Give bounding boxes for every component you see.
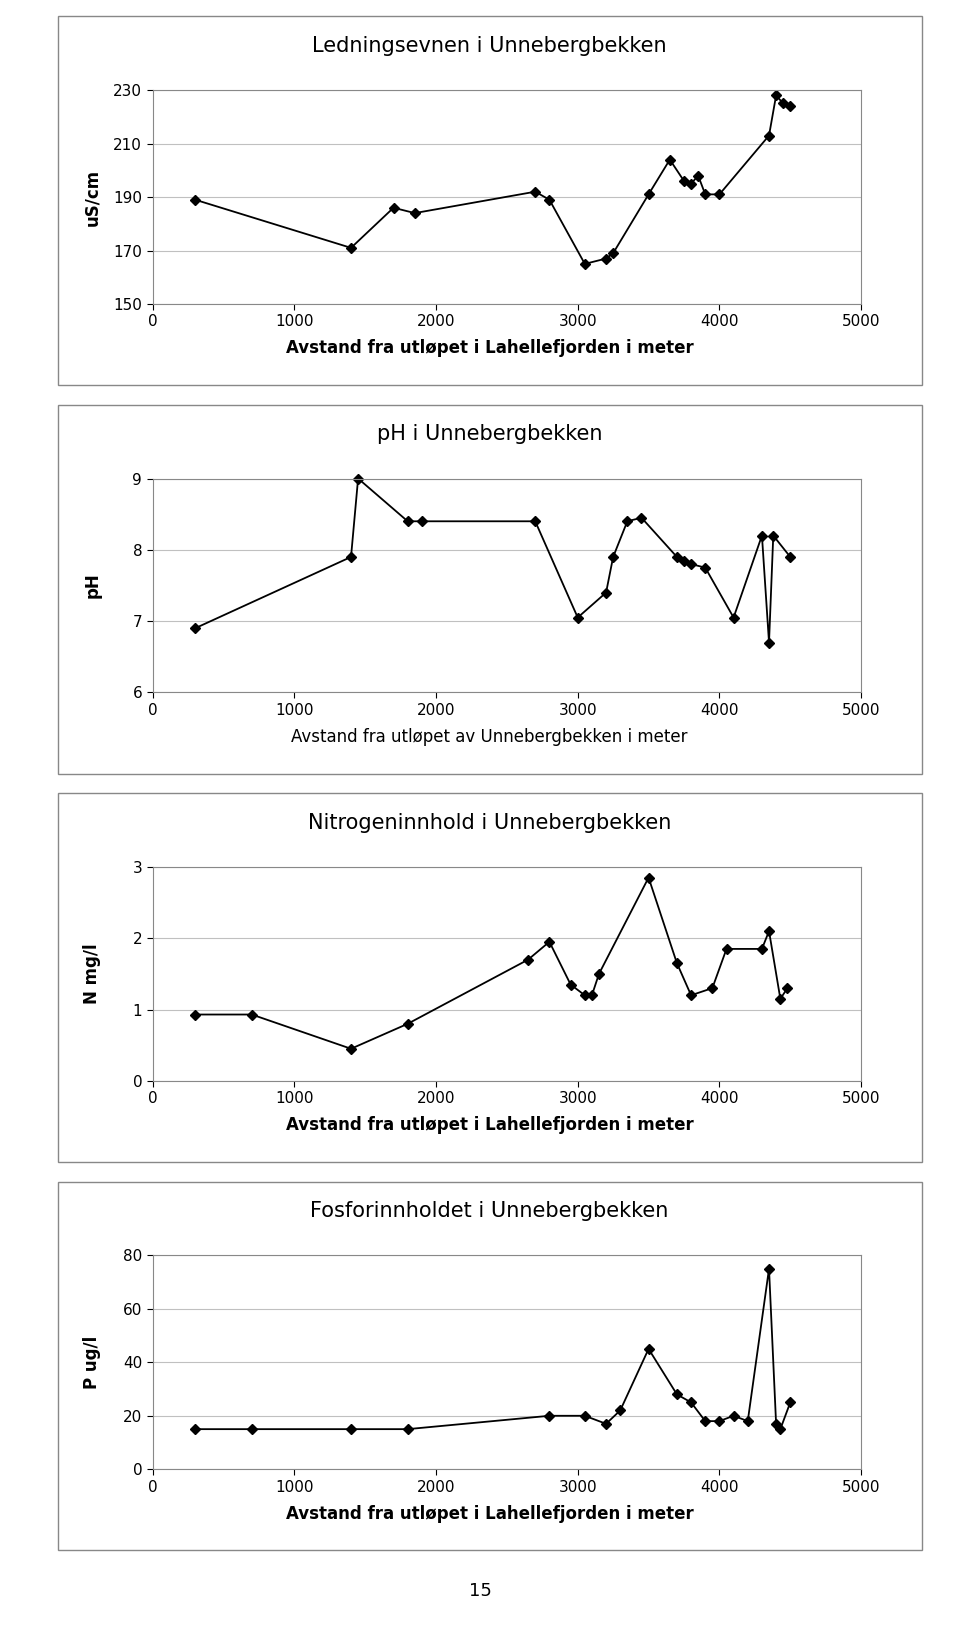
Text: N mg/l: N mg/l xyxy=(84,943,101,1004)
Text: uS/cm: uS/cm xyxy=(84,168,101,225)
Text: Avstand fra utløpet av Unnebergbekken i meter: Avstand fra utløpet av Unnebergbekken i … xyxy=(291,728,688,746)
Text: pH i Unnebergbekken: pH i Unnebergbekken xyxy=(377,424,602,444)
Text: P ug/l: P ug/l xyxy=(84,1335,101,1389)
Text: Fosforinnholdet i Unnebergbekken: Fosforinnholdet i Unnebergbekken xyxy=(310,1201,669,1221)
Text: Avstand fra utløpet i Lahellefjorden i meter: Avstand fra utløpet i Lahellefjorden i m… xyxy=(286,1505,693,1523)
Text: Avstand fra utløpet i Lahellefjorden i meter: Avstand fra utløpet i Lahellefjorden i m… xyxy=(286,1116,693,1134)
Text: Nitrogeninnhold i Unnebergbekken: Nitrogeninnhold i Unnebergbekken xyxy=(308,813,671,832)
Text: Ledningsevnen i Unnebergbekken: Ledningsevnen i Unnebergbekken xyxy=(312,36,667,55)
Text: 15: 15 xyxy=(468,1581,492,1601)
Text: pH: pH xyxy=(84,573,101,599)
Text: Avstand fra utløpet i Lahellefjorden i meter: Avstand fra utløpet i Lahellefjorden i m… xyxy=(286,339,693,357)
